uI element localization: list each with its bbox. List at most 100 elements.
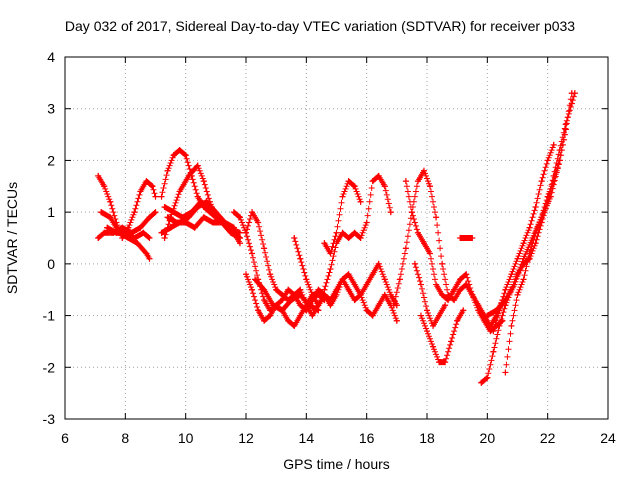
- data-point: [402, 178, 409, 185]
- data-point: [520, 276, 527, 283]
- data-point: [236, 214, 243, 221]
- data-point: [315, 302, 322, 309]
- data-point: [137, 224, 144, 231]
- data-point: [529, 235, 536, 241]
- data-point: [345, 235, 352, 241]
- data-point: [315, 307, 322, 314]
- data-point: [122, 229, 129, 236]
- data-point: [514, 291, 521, 298]
- data-point: [568, 90, 575, 97]
- data-point: [363, 281, 370, 288]
- data-point: [433, 214, 440, 221]
- data-point: [417, 281, 424, 288]
- data-point: [436, 312, 443, 319]
- data-point: [490, 348, 497, 355]
- data-point: [562, 121, 569, 128]
- data-point: [411, 260, 418, 267]
- data-point: [375, 172, 382, 179]
- data-point: [113, 229, 120, 236]
- data-point: [140, 229, 147, 236]
- x-tick-label: 20: [480, 430, 496, 446]
- x-tick-label: 10: [178, 430, 194, 446]
- data-point: [104, 224, 111, 231]
- data-point: [562, 126, 569, 133]
- data-point: [267, 312, 274, 319]
- data-point: [469, 235, 476, 241]
- data-point: [152, 193, 159, 200]
- data-point: [357, 291, 364, 298]
- series-markers: [402, 178, 506, 335]
- data-point: [345, 286, 352, 293]
- plot-frame: [64, 56, 609, 420]
- data-point: [369, 271, 376, 278]
- x-tick-label: 16: [359, 430, 375, 446]
- data-point: [433, 281, 440, 288]
- data-point: [463, 271, 470, 278]
- data-point: [261, 286, 268, 293]
- data-point: [454, 317, 461, 324]
- data-point: [143, 250, 150, 257]
- data-point: [511, 281, 518, 288]
- data-point: [481, 317, 488, 324]
- data-point: [442, 302, 449, 309]
- data-point: [424, 328, 430, 335]
- data-point: [119, 224, 126, 231]
- data-point: [375, 260, 382, 267]
- data-point: [146, 255, 153, 262]
- data-point: [101, 229, 108, 236]
- data-point: [236, 235, 243, 241]
- data-point: [442, 359, 449, 366]
- data-point: [544, 157, 551, 164]
- x-tick-label: 18: [419, 430, 435, 446]
- data-point: [327, 297, 334, 304]
- data-point: [315, 286, 322, 293]
- data-point: [424, 307, 430, 314]
- data-point: [478, 379, 485, 386]
- data-point: [191, 224, 198, 231]
- series-sat-t: [411, 260, 449, 329]
- data-point: [297, 255, 304, 262]
- data-point: [306, 302, 313, 309]
- data-point: [351, 281, 358, 288]
- data-point: [493, 307, 500, 314]
- data-point: [131, 235, 138, 241]
- data-point: [445, 297, 452, 304]
- data-point: [230, 209, 237, 216]
- data-point: [291, 235, 298, 241]
- data-point: [261, 317, 268, 324]
- data-point: [194, 162, 201, 169]
- data-point: [439, 291, 446, 298]
- series-sat-n: [321, 172, 394, 293]
- data-point: [351, 297, 358, 304]
- data-point: [176, 188, 183, 195]
- data-point: [457, 286, 464, 293]
- series-sat-d: [104, 224, 153, 241]
- data-point: [200, 214, 207, 221]
- data-point: [381, 291, 388, 298]
- x-tick-label: 24: [600, 430, 616, 446]
- data-point: [134, 240, 141, 247]
- data-point: [267, 271, 274, 278]
- data-point: [345, 178, 352, 185]
- y-tick-label: 3: [47, 101, 55, 117]
- data-point: [158, 193, 165, 200]
- data-point: [381, 276, 388, 283]
- data-point: [215, 214, 222, 221]
- data-point: [417, 312, 424, 319]
- data-point: [339, 276, 346, 283]
- y-tick-label: -1: [43, 308, 56, 324]
- data-point: [179, 214, 186, 221]
- data-point: [321, 240, 328, 247]
- data-point: [243, 271, 249, 278]
- data-point: [457, 276, 464, 283]
- y-tick-label: -3: [43, 411, 56, 427]
- data-point: [297, 312, 304, 319]
- data-point: [309, 291, 316, 298]
- series-sat-y: [484, 126, 569, 319]
- data-point: [363, 219, 370, 226]
- data-point: [469, 291, 476, 298]
- y-tick-label: 1: [47, 204, 55, 220]
- data-point: [496, 322, 503, 329]
- data-point: [236, 240, 243, 247]
- data-point: [273, 286, 280, 293]
